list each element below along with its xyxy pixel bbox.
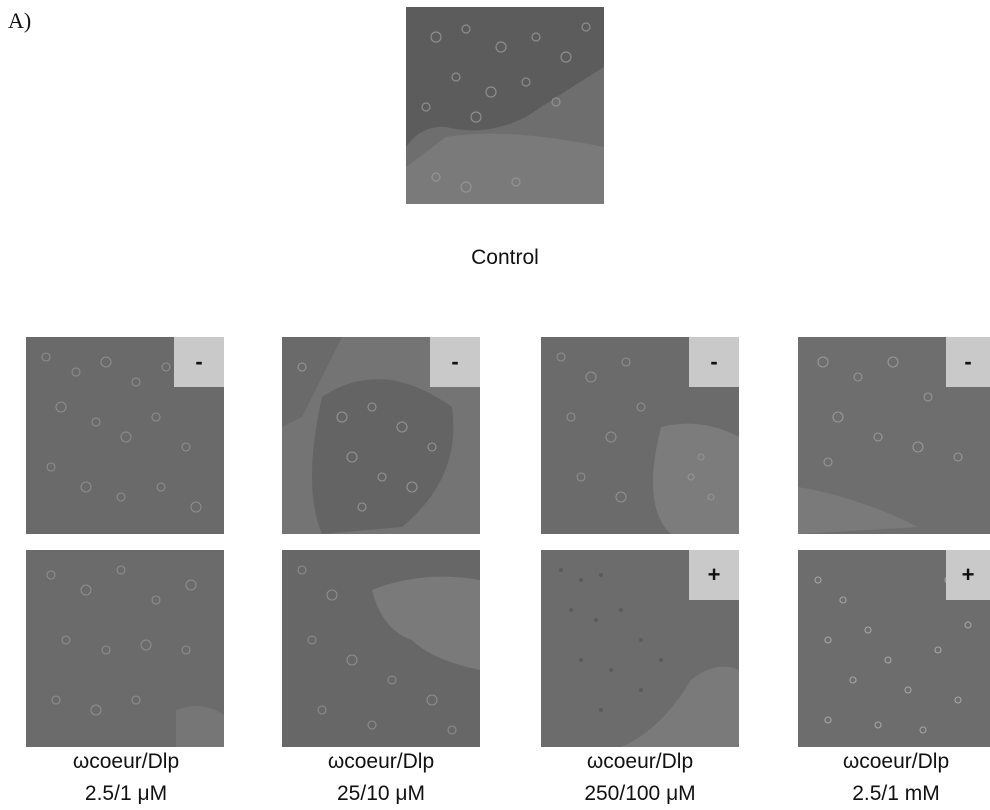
- control-caption: Control: [471, 246, 539, 269]
- compound-name: ωcoeur/Dlp: [72, 750, 180, 773]
- treatment-badge: -: [689, 337, 739, 387]
- column-label-col3: ωcoeur/Dlp 250/100 μM: [540, 746, 740, 810]
- treatment-badge: -: [174, 337, 224, 387]
- dose-label: 2.5/1 mM: [852, 782, 940, 805]
- treatment-badge: -: [430, 337, 480, 387]
- dose-label: 25/10 μM: [337, 782, 425, 805]
- treatment-badge: -: [946, 337, 990, 387]
- micrograph-top-col4: -: [798, 337, 990, 534]
- column-label-col2: ωcoeur/Dlp 25/10 μM: [281, 746, 481, 810]
- compound-name: ωcoeur/Dlp: [586, 750, 694, 773]
- micrograph-bottom-col1: [26, 550, 224, 747]
- micrograph-top-col3: -: [541, 337, 739, 534]
- compound-name: ωcoeur/Dlp: [327, 750, 435, 773]
- control-micrograph: [406, 7, 604, 204]
- compound-name: ωcoeur/Dlp: [842, 750, 950, 773]
- column-label-col1: ωcoeur/Dlp 2.5/1 μM: [26, 746, 226, 810]
- column-label-col4: ωcoeur/Dlp 2.5/1 mM: [796, 746, 990, 810]
- micrograph-bottom-col2: [282, 550, 480, 747]
- treatment-badge: +: [689, 550, 739, 600]
- treatment-badge: +: [946, 550, 990, 600]
- panel-label: A): [8, 8, 32, 33]
- dose-label: 250/100 μM: [584, 782, 696, 805]
- dose-label: 2.5/1 μM: [84, 782, 168, 805]
- micrograph-top-col1: -: [26, 337, 224, 534]
- micrograph-bottom-col3: +: [541, 550, 739, 747]
- micrograph-bottom-col4: +: [798, 550, 990, 747]
- micrograph-top-col2: -: [282, 337, 480, 534]
